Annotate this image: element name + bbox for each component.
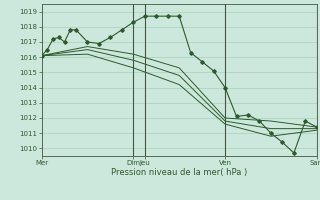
X-axis label: Pression niveau de la mer( hPa ): Pression niveau de la mer( hPa ): [111, 168, 247, 177]
